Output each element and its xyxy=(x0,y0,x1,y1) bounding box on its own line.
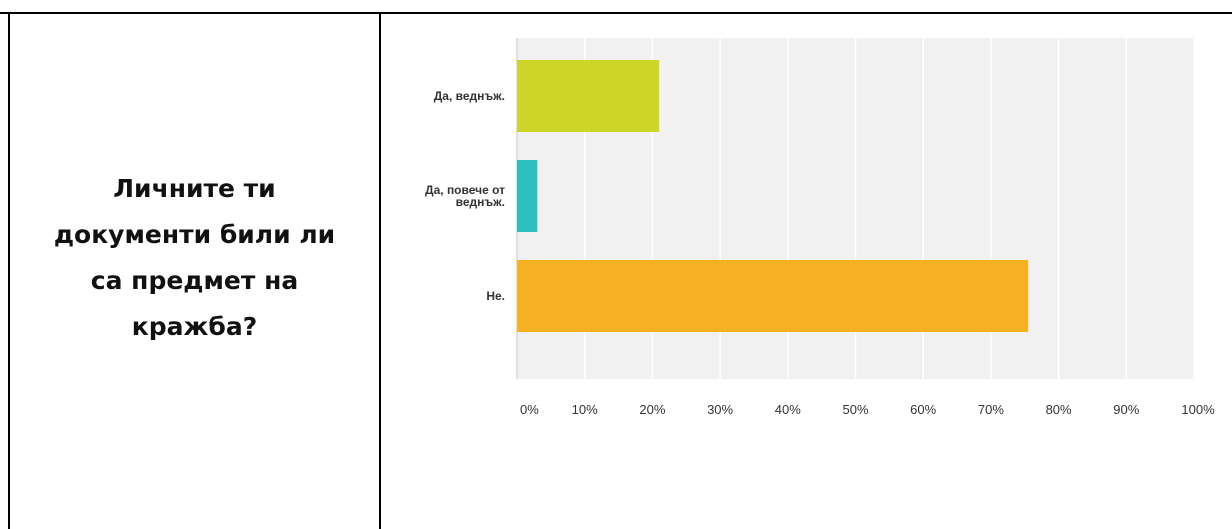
table-column-divider xyxy=(379,12,381,529)
x-tick-label: 60% xyxy=(910,402,936,417)
bar-chart: Да, веднъж. Да, повече от веднъж. Не. 0% 10% 2… xyxy=(425,38,1215,417)
x-tick-label: 10% xyxy=(572,402,598,417)
x-tick-label: 30% xyxy=(707,402,733,417)
x-tick-label: 100% xyxy=(1181,402,1215,417)
x-tick-label: 70% xyxy=(978,402,1004,417)
x-tick-label: 20% xyxy=(639,402,665,417)
table-left-border xyxy=(8,12,10,529)
category-label: Да, повече от веднъж. xyxy=(425,183,505,209)
category-label: Не. xyxy=(486,289,505,303)
category-label: Да, веднъж. xyxy=(434,89,505,103)
x-tick-label: 90% xyxy=(1113,402,1139,417)
bar-1 xyxy=(517,60,660,132)
x-tick-label: 50% xyxy=(842,402,868,417)
question-text: Личните ти документи били ли са предмет … xyxy=(53,173,336,341)
x-tick-label: 0% xyxy=(520,402,539,417)
bar-3 xyxy=(517,260,1029,332)
x-tick-label: 40% xyxy=(775,402,801,417)
bar-2 xyxy=(517,160,538,232)
x-tick-label: 80% xyxy=(1046,402,1072,417)
table-top-border xyxy=(0,12,1232,14)
question-cell: Личните ти документи били ли са предмет … xyxy=(10,14,379,529)
